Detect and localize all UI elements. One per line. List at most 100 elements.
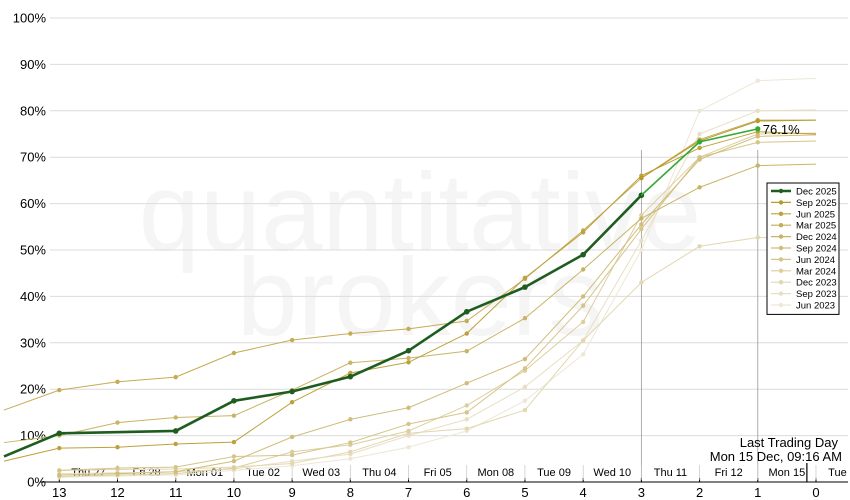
series-point <box>639 238 644 243</box>
series-point <box>348 440 353 445</box>
series-point <box>580 352 586 357</box>
x-tick-label: 12 <box>110 485 124 500</box>
last-trading-day-datetime: Mon 15 Dec, 09:16 AM <box>710 449 842 464</box>
legend-label: Sep 2023 <box>796 289 837 300</box>
date-label: Mon 15 <box>769 467 806 479</box>
series-point <box>231 413 237 418</box>
series-line <box>59 140 816 471</box>
series-point <box>639 222 644 227</box>
x-tick-label: 10 <box>227 485 241 500</box>
x-tick-label: 7 <box>405 485 412 500</box>
series-point <box>464 348 469 354</box>
series-point <box>348 456 353 461</box>
series-point <box>639 280 644 285</box>
series-point <box>289 452 295 458</box>
series-point <box>348 370 353 376</box>
legend-swatch-dot <box>778 257 784 262</box>
series-line <box>59 236 816 471</box>
legend-item: Sep 2023 <box>771 289 837 300</box>
series-point <box>231 465 237 471</box>
series-point <box>406 421 411 427</box>
date-label: Thu 11 <box>654 467 687 479</box>
x-tick-label: 8 <box>347 485 354 500</box>
series-point <box>172 428 179 434</box>
legend-label: Jun 2025 <box>796 209 835 220</box>
series-point <box>639 247 644 253</box>
series-point <box>231 454 237 459</box>
y-tick-label: 60% <box>20 196 46 211</box>
last-trading-day-label: Last Trading Day <box>740 435 839 450</box>
date-label: Fri 12 <box>715 467 743 479</box>
legend-swatch-dot <box>778 234 784 239</box>
series-point <box>697 145 702 151</box>
series-dec-2025-intraday <box>640 126 761 196</box>
series-point <box>755 140 760 145</box>
series-point <box>348 417 353 422</box>
legend-item: Mar 2025 <box>771 221 836 232</box>
series-point <box>115 420 120 425</box>
legend-label: Sep 2024 <box>796 244 837 255</box>
series-point <box>755 108 760 114</box>
x-tick-label: 9 <box>289 485 296 500</box>
series-point <box>522 366 528 371</box>
legend-swatch-dot <box>778 188 784 194</box>
series-point <box>464 410 469 415</box>
series-point <box>406 326 411 332</box>
legend-item: Mar 2024 <box>771 266 836 277</box>
legend-swatch-dot <box>778 245 784 251</box>
series-point <box>173 464 178 470</box>
series-point <box>115 471 120 476</box>
y-tick-label: 0% <box>27 475 46 490</box>
series-point <box>115 445 120 450</box>
x-tick-label: 6 <box>463 485 470 500</box>
intraday-point <box>755 126 761 132</box>
series-point <box>580 251 586 258</box>
legend-swatch-dot <box>778 200 784 205</box>
series-point <box>56 430 63 437</box>
series-jun-2024 <box>57 140 816 473</box>
x-tick-label: 11 <box>169 485 183 500</box>
legend-item: Sep 2025 <box>771 198 837 209</box>
y-gridlines <box>50 17 848 483</box>
legend-swatch-dot <box>778 280 784 285</box>
x-tick-label: 1 <box>754 485 761 500</box>
series-lines <box>3 77 817 480</box>
series-point <box>697 157 702 162</box>
series-point <box>406 428 411 434</box>
x-tick-label: 13 <box>52 485 66 500</box>
series-point <box>755 163 760 168</box>
series-point <box>231 458 237 464</box>
series-point <box>580 303 586 308</box>
series-point <box>697 244 702 249</box>
y-tick-label: 90% <box>20 57 46 72</box>
series-point <box>580 230 586 235</box>
series-point <box>406 355 411 361</box>
series-point <box>348 360 353 365</box>
series-point <box>464 417 469 422</box>
series-point <box>522 398 528 403</box>
series-line <box>59 77 817 478</box>
legend-item: Dec 2024 <box>771 232 837 243</box>
series-point <box>289 434 295 440</box>
series-point <box>464 318 469 324</box>
series-point <box>289 461 295 466</box>
series-point <box>463 308 470 315</box>
date-label: Tue 16 <box>828 467 850 479</box>
series-line <box>59 134 816 476</box>
y-tick-label: 30% <box>20 335 46 350</box>
date-label: Mon 08 <box>477 467 514 479</box>
series-point <box>464 403 469 408</box>
series-point <box>57 472 62 478</box>
series-point <box>522 384 528 390</box>
series-point <box>405 347 412 354</box>
series-line <box>641 119 816 179</box>
series-sep-2024 <box>57 134 816 478</box>
series-point <box>173 415 178 420</box>
series-point <box>755 78 760 83</box>
legend-swatch-dot <box>778 211 784 216</box>
y-tick-label: 40% <box>20 289 46 304</box>
legend-swatch-dot <box>778 302 784 308</box>
series-jun-2025 <box>3 129 817 462</box>
legend-item: Dec 2023 <box>771 278 837 289</box>
